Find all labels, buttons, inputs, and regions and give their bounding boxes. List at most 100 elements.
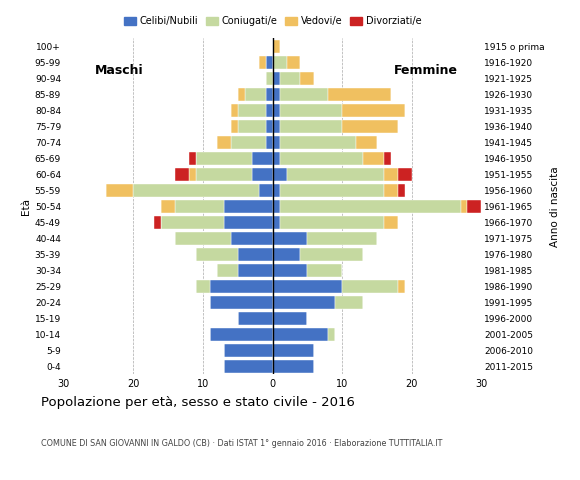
Bar <box>273 328 328 341</box>
Bar <box>307 232 377 245</box>
Bar <box>384 216 398 229</box>
Bar <box>273 360 314 373</box>
Bar <box>252 168 273 181</box>
Bar <box>280 104 342 117</box>
Bar <box>224 344 273 357</box>
Bar <box>273 264 307 277</box>
Bar <box>273 248 300 261</box>
Bar <box>300 248 363 261</box>
Bar <box>273 104 280 117</box>
Bar <box>231 104 238 117</box>
Bar <box>224 360 273 373</box>
Bar <box>342 280 398 293</box>
Bar <box>189 152 196 165</box>
Bar <box>175 232 231 245</box>
Bar <box>259 56 266 69</box>
Bar <box>238 248 273 261</box>
Bar <box>273 56 287 69</box>
Bar <box>266 72 273 85</box>
Bar <box>335 296 363 309</box>
Bar <box>273 184 280 197</box>
Bar <box>196 248 238 261</box>
Bar <box>106 184 133 197</box>
Bar <box>217 136 231 149</box>
Bar <box>273 120 280 133</box>
Bar <box>280 120 342 133</box>
Bar <box>266 104 273 117</box>
Bar <box>273 280 342 293</box>
Bar <box>280 72 300 85</box>
Bar <box>266 120 273 133</box>
Bar <box>224 200 273 213</box>
Bar <box>280 152 363 165</box>
Bar <box>342 104 405 117</box>
Bar <box>398 168 412 181</box>
Bar <box>384 184 398 197</box>
Bar <box>266 56 273 69</box>
Bar <box>273 344 314 357</box>
Bar <box>280 216 384 229</box>
Bar <box>328 88 391 101</box>
Bar <box>259 184 273 197</box>
Bar <box>189 168 196 181</box>
Bar <box>196 152 252 165</box>
Bar <box>161 200 175 213</box>
Bar <box>231 232 273 245</box>
Text: COMUNE DI SAN GIOVANNI IN GALDO (CB) · Dati ISTAT 1° gennaio 2016 · Elaborazione: COMUNE DI SAN GIOVANNI IN GALDO (CB) · D… <box>41 439 442 448</box>
Bar <box>328 328 335 341</box>
Bar <box>133 184 259 197</box>
Bar <box>231 120 238 133</box>
Bar <box>210 328 273 341</box>
Legend: Celibi/Nubili, Coniugati/e, Vedovi/e, Divorziati/e: Celibi/Nubili, Coniugati/e, Vedovi/e, Di… <box>120 12 425 30</box>
Bar <box>342 120 398 133</box>
Bar <box>273 200 280 213</box>
Bar <box>238 88 245 101</box>
Bar <box>252 152 273 165</box>
Bar <box>154 216 161 229</box>
Bar <box>280 184 384 197</box>
Bar <box>231 136 266 149</box>
Bar <box>356 136 377 149</box>
Bar <box>238 104 266 117</box>
Bar <box>238 312 273 325</box>
Bar <box>161 216 224 229</box>
Bar <box>210 280 273 293</box>
Bar <box>196 280 210 293</box>
Bar <box>273 312 307 325</box>
Bar <box>238 120 266 133</box>
Bar <box>273 232 307 245</box>
Bar <box>273 168 287 181</box>
Bar <box>273 296 335 309</box>
Bar <box>245 88 266 101</box>
Bar <box>384 168 398 181</box>
Bar <box>273 136 280 149</box>
Bar <box>461 200 467 213</box>
Bar <box>384 152 391 165</box>
Bar <box>175 200 224 213</box>
Bar <box>280 88 328 101</box>
Bar <box>287 56 300 69</box>
Bar <box>307 264 342 277</box>
Bar <box>280 136 356 149</box>
Bar <box>238 264 273 277</box>
Y-axis label: Età: Età <box>21 198 31 215</box>
Bar <box>273 40 280 53</box>
Text: Popolazione per età, sesso e stato civile - 2016: Popolazione per età, sesso e stato civil… <box>41 396 354 409</box>
Bar <box>273 88 280 101</box>
Bar <box>280 200 461 213</box>
Bar <box>273 72 280 85</box>
Text: Femmine: Femmine <box>394 64 458 77</box>
Bar <box>300 72 314 85</box>
Bar <box>217 264 238 277</box>
Text: Maschi: Maschi <box>95 64 144 77</box>
Bar <box>266 136 273 149</box>
Y-axis label: Anno di nascita: Anno di nascita <box>550 166 560 247</box>
Bar <box>273 152 280 165</box>
Bar <box>398 184 405 197</box>
Bar <box>210 296 273 309</box>
Bar <box>196 168 252 181</box>
Bar <box>287 168 384 181</box>
Bar <box>224 216 273 229</box>
Bar <box>363 152 384 165</box>
Bar <box>467 200 481 213</box>
